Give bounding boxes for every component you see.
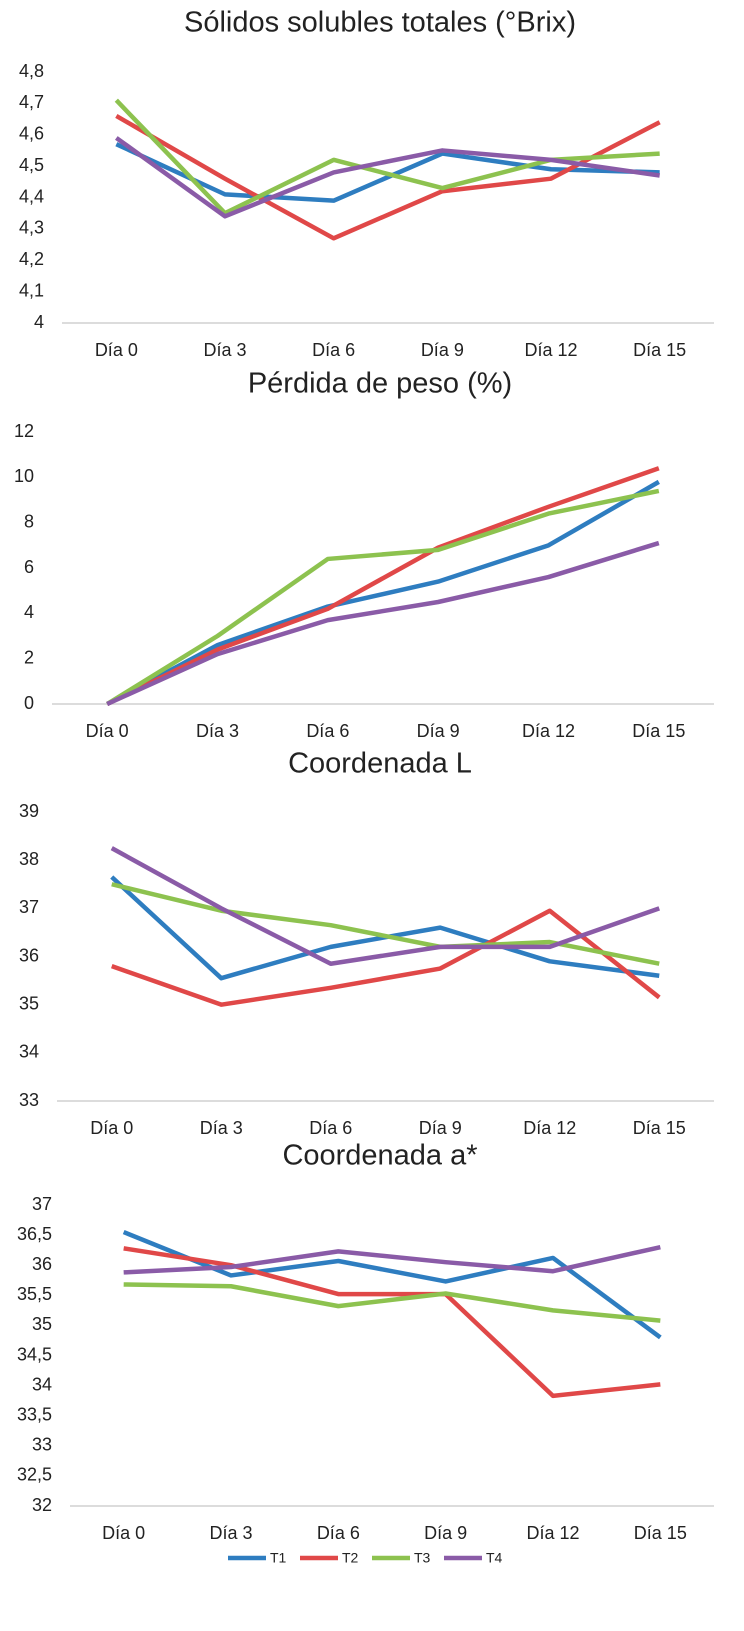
legend-label: T3 xyxy=(414,1550,431,1566)
y-tick-label: 4,6 xyxy=(19,124,44,144)
y-tick-label: 38 xyxy=(19,849,39,869)
series-line xyxy=(111,908,661,1007)
y-tick-label: 33 xyxy=(32,1435,52,1455)
series-line xyxy=(115,136,660,219)
x-tick-label: Día 3 xyxy=(200,1118,243,1138)
x-tick-label: Día 9 xyxy=(417,721,460,741)
y-tick-label: 4,8 xyxy=(19,61,44,81)
y-tick-label: 34 xyxy=(19,1042,39,1062)
y-tick-label: 2 xyxy=(24,647,34,667)
y-tick-label: 37 xyxy=(32,1194,52,1214)
x-tick-label: Día 12 xyxy=(524,340,577,360)
legend-label: T1 xyxy=(270,1550,287,1566)
x-tick-label: Día 0 xyxy=(86,721,129,741)
x-tick-label: Día 9 xyxy=(424,1523,467,1543)
x-tick-label: Día 15 xyxy=(632,721,685,741)
x-tick-label: Día 6 xyxy=(312,340,355,360)
y-tick-label: 39 xyxy=(19,801,39,821)
y-tick-label: 37 xyxy=(19,897,39,917)
y-tick-label: 35 xyxy=(19,993,39,1013)
series-line xyxy=(123,1282,661,1323)
y-tick-label: 33 xyxy=(19,1090,39,1110)
x-tick-label: Día 12 xyxy=(526,1523,579,1543)
y-tick-label: 34 xyxy=(32,1374,52,1394)
y-tick-label: 4 xyxy=(34,312,44,332)
y-tick-label: 36,5 xyxy=(17,1224,52,1244)
x-tick-label: Día 15 xyxy=(634,1523,687,1543)
y-tick-label: 4,7 xyxy=(19,92,44,112)
y-tick-label: 4,2 xyxy=(19,249,44,269)
y-tick-label: 36 xyxy=(19,945,39,965)
y-tick-label: 32 xyxy=(32,1495,52,1515)
x-tick-label: Día 3 xyxy=(203,340,246,360)
x-tick-label: Día 0 xyxy=(102,1523,145,1543)
x-tick-label: Día 9 xyxy=(421,340,464,360)
series-line xyxy=(115,113,661,241)
y-tick-label: 6 xyxy=(24,557,34,577)
series-line xyxy=(106,466,660,707)
y-tick-label: 4,5 xyxy=(19,155,44,175)
y-tick-label: 8 xyxy=(24,511,34,531)
series-line xyxy=(123,1246,661,1399)
series-line xyxy=(106,479,660,706)
series-line xyxy=(114,98,660,216)
legend-label: T4 xyxy=(486,1550,503,1566)
y-tick-label: 33,5 xyxy=(17,1404,52,1424)
x-tick-label: Día 3 xyxy=(196,721,239,741)
x-tick-label: Día 6 xyxy=(317,1523,360,1543)
y-tick-label: 34,5 xyxy=(17,1344,52,1364)
legend-label: T2 xyxy=(342,1550,359,1566)
y-tick-label: 32,5 xyxy=(17,1465,52,1485)
y-tick-label: 4 xyxy=(24,602,34,622)
x-tick-label: Día 6 xyxy=(306,721,349,741)
y-tick-label: 0 xyxy=(24,693,34,713)
y-tick-label: 36 xyxy=(32,1254,52,1274)
y-tick-label: 10 xyxy=(14,466,34,486)
y-tick-label: 12 xyxy=(14,421,34,441)
x-tick-label: Día 12 xyxy=(522,721,575,741)
y-tick-label: 4,1 xyxy=(19,280,44,300)
x-tick-label: Día 9 xyxy=(419,1118,462,1138)
chart-title: Coordenada a* xyxy=(282,1140,477,1172)
series-line xyxy=(106,540,660,707)
chart-title: Coordenada L xyxy=(288,748,472,780)
x-tick-label: Día 15 xyxy=(633,1118,686,1138)
series-line xyxy=(111,882,660,966)
x-tick-label: Día 0 xyxy=(90,1118,133,1138)
x-tick-label: Día 12 xyxy=(523,1118,576,1138)
x-tick-label: Día 6 xyxy=(309,1118,352,1138)
series-line xyxy=(110,846,660,966)
y-tick-label: 4,3 xyxy=(19,218,44,238)
y-tick-label: 35,5 xyxy=(17,1284,52,1304)
x-tick-label: Día 3 xyxy=(209,1523,252,1543)
x-tick-label: Día 0 xyxy=(95,340,138,360)
series-line xyxy=(123,1244,661,1275)
series-line xyxy=(105,488,660,706)
y-tick-label: 35 xyxy=(32,1314,52,1334)
y-tick-label: 4,4 xyxy=(19,186,44,206)
chart-title: Pérdida de peso (%) xyxy=(248,368,512,400)
x-tick-label: Día 15 xyxy=(633,340,686,360)
chart-title: Sólidos solubles totales (°Brix) xyxy=(184,7,576,39)
